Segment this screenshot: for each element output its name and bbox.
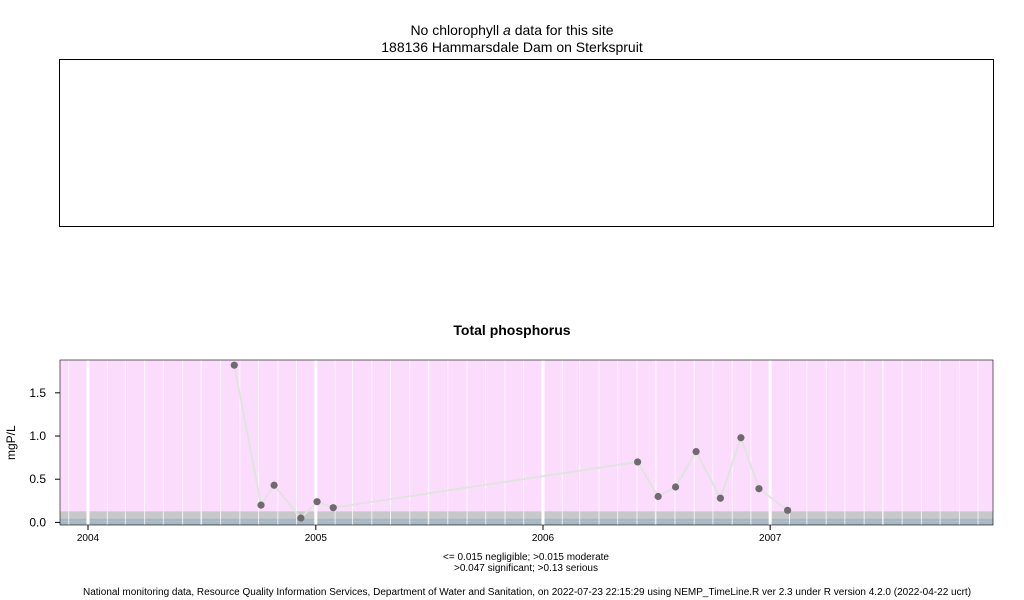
data-point	[784, 506, 792, 514]
chlorophyll-title: No chlorophyll a data for this site	[0, 22, 1024, 38]
legend-line-1: <= 0.015 negligible; >0.015 moderate	[443, 552, 609, 563]
data-point	[654, 492, 662, 501]
data-point	[313, 498, 321, 506]
plot-frame	[59, 359, 994, 526]
x-tick-label: 2007	[759, 533, 782, 544]
data-point	[257, 501, 265, 509]
data-point	[692, 447, 700, 456]
chart-title: Total phosphorus	[453, 322, 571, 338]
series-line	[233, 364, 789, 520]
data-point	[230, 361, 238, 369]
band-significant	[60, 511, 993, 519]
legend-line-2: >0.047 significant; >0.13 serious	[454, 563, 598, 574]
band-negligible	[60, 521, 993, 525]
data-point	[634, 458, 642, 466]
data-point	[737, 434, 745, 442]
data-point	[671, 483, 680, 491]
x-tick-label: 2005	[305, 533, 328, 544]
band-serious	[60, 360, 993, 512]
x-tick-label: 2004	[77, 533, 100, 544]
band-moderate	[60, 518, 993, 522]
chlorophyll-title-suffix: data for this site	[510, 22, 614, 38]
x-tick-label: 2006	[532, 533, 555, 544]
footer-note: National monitoring data, Resource Quali…	[82, 587, 972, 598]
y-tick-label: 1.0	[29, 429, 46, 443]
data-point	[755, 485, 763, 493]
site-title: 188136 Hammarsdale Dam on Sterkspruit	[381, 39, 643, 55]
data-point	[329, 504, 337, 512]
chlorophyll-title-prefix: No chlorophyll	[410, 22, 504, 38]
y-tick-label: 0.5	[29, 472, 46, 486]
chlorophyll-title-italic: a	[503, 22, 511, 38]
y-tick-label: 0.0	[29, 515, 46, 529]
data-point	[716, 494, 724, 502]
chlorophyll-empty-panel	[59, 59, 994, 227]
data-point	[297, 514, 305, 522]
data-point	[270, 481, 278, 489]
y-tick-label: 1.5	[29, 386, 46, 400]
